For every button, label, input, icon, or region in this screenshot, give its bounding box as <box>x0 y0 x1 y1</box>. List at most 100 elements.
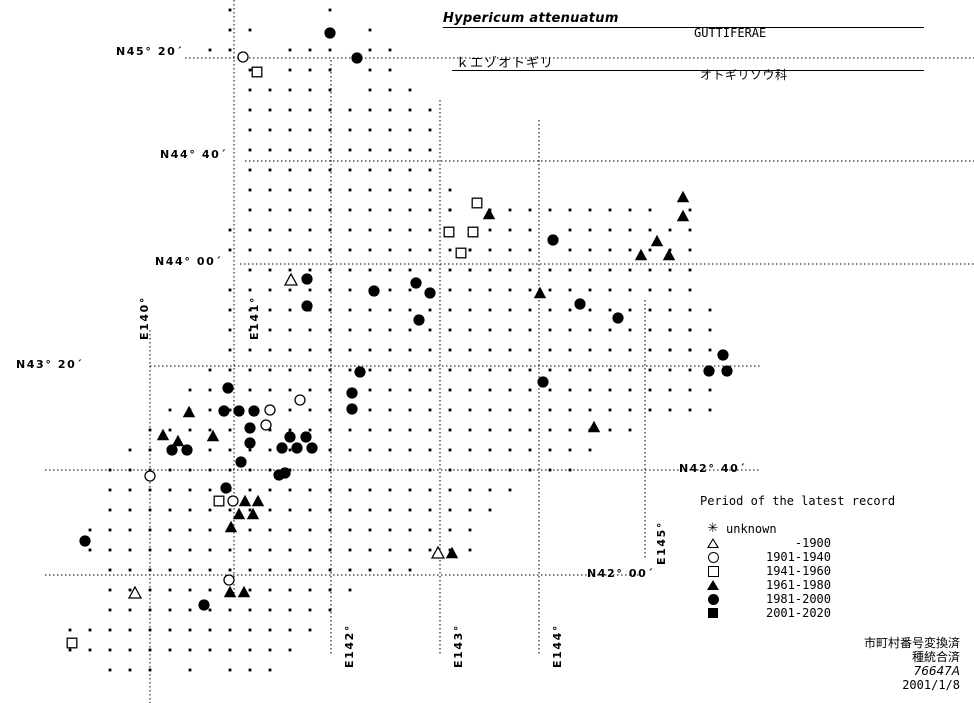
mesh-dot <box>128 588 132 592</box>
mesh-dot <box>208 408 212 412</box>
mesh-dot <box>708 308 712 312</box>
mesh-dot <box>308 208 312 212</box>
mesh-dot <box>628 348 632 352</box>
record-symbol-circle-filled <box>222 382 234 394</box>
mesh-dot <box>268 468 272 472</box>
mesh-dot <box>608 248 612 252</box>
mesh-dot <box>668 288 672 292</box>
mesh-dot <box>428 488 432 492</box>
mesh-dot <box>428 348 432 352</box>
mesh-dot <box>388 488 392 492</box>
record-symbol-circle-open <box>294 394 306 406</box>
mesh-dot <box>328 68 332 72</box>
mesh-dot <box>328 48 332 52</box>
mesh-dot <box>588 288 592 292</box>
mesh-dot <box>428 408 432 412</box>
mesh-dot <box>288 328 292 332</box>
mesh-dot <box>248 208 252 212</box>
mesh-dot <box>548 448 552 452</box>
mesh-dot <box>128 648 132 652</box>
mesh-dot <box>448 188 452 192</box>
mesh-dot <box>408 308 412 312</box>
mesh-dot <box>568 228 572 232</box>
mesh-dot <box>608 208 612 212</box>
mesh-dot <box>628 428 632 432</box>
mesh-dot <box>348 288 352 292</box>
record-symbol-triangle-filled <box>676 209 690 222</box>
record-symbol-triangle-filled <box>156 428 170 441</box>
mesh-dot <box>308 68 312 72</box>
mesh-dot <box>128 488 132 492</box>
mesh-dot <box>328 288 332 292</box>
mesh-dot <box>308 128 312 132</box>
mesh-dot <box>348 528 352 532</box>
mesh-dot <box>428 268 432 272</box>
mesh-dot <box>308 108 312 112</box>
mesh-dot <box>508 368 512 372</box>
mesh-dot <box>568 308 572 312</box>
mesh-dot <box>528 328 532 332</box>
mesh-dot <box>408 408 412 412</box>
legend-item: ✳ unknown <box>700 522 940 536</box>
mesh-dot <box>388 48 392 52</box>
mesh-dot <box>468 408 472 412</box>
mesh-dot <box>228 448 232 452</box>
mesh-dot <box>388 508 392 512</box>
mesh-dot <box>328 328 332 332</box>
mesh-dot <box>228 288 232 292</box>
mesh-dot <box>288 108 292 112</box>
mesh-dot <box>268 128 272 132</box>
record-symbol-circle-filled <box>273 469 285 481</box>
legend-label: 2001-2020 <box>765 606 831 620</box>
mesh-dot <box>588 448 592 452</box>
mesh-dot <box>428 208 432 212</box>
mesh-dot <box>308 148 312 152</box>
mesh-dot <box>308 368 312 372</box>
mesh-dot <box>308 188 312 192</box>
mesh-dot <box>528 208 532 212</box>
scientific-name-rule <box>443 27 924 28</box>
mesh-dot <box>68 628 72 632</box>
mesh-dot <box>328 408 332 412</box>
mesh-dot <box>368 468 372 472</box>
mesh-dot <box>268 108 272 112</box>
mesh-dot <box>488 468 492 472</box>
mesh-dot <box>128 448 132 452</box>
mesh-dot <box>268 628 272 632</box>
mesh-dot <box>288 368 292 372</box>
mesh-dot <box>248 268 252 272</box>
mesh-dot <box>188 428 192 432</box>
mesh-dot <box>308 488 312 492</box>
mesh-dot <box>248 28 252 32</box>
longitude-label: E140° <box>138 296 151 340</box>
mesh-dot <box>288 548 292 552</box>
mesh-dot <box>108 668 112 672</box>
mesh-dot <box>188 548 192 552</box>
mesh-dot <box>248 668 252 672</box>
mesh-dot <box>688 228 692 232</box>
mesh-dot <box>368 328 372 332</box>
mesh-dot <box>208 448 212 452</box>
record-symbol-circle-filled <box>413 314 425 326</box>
mesh-dot <box>368 208 372 212</box>
mesh-dot <box>388 548 392 552</box>
record-symbol-circle-filled <box>547 234 559 246</box>
mesh-dot <box>588 368 592 372</box>
mesh-dot <box>548 268 552 272</box>
asterisk-icon: ✳ <box>707 521 719 536</box>
mesh-dot <box>488 488 492 492</box>
mesh-dot <box>228 428 232 432</box>
mesh-dot <box>348 548 352 552</box>
mesh-dot <box>108 528 112 532</box>
mesh-dot <box>288 508 292 512</box>
mesh-dot <box>368 368 372 372</box>
mesh-dot <box>328 168 332 172</box>
mesh-dot <box>308 568 312 572</box>
mesh-dot <box>268 308 272 312</box>
record-symbol-circle-filled <box>284 431 296 443</box>
mesh-dot <box>248 168 252 172</box>
mesh-dot <box>268 288 272 292</box>
mesh-dot <box>448 528 452 532</box>
mesh-dot <box>468 388 472 392</box>
mesh-dot <box>88 628 92 632</box>
